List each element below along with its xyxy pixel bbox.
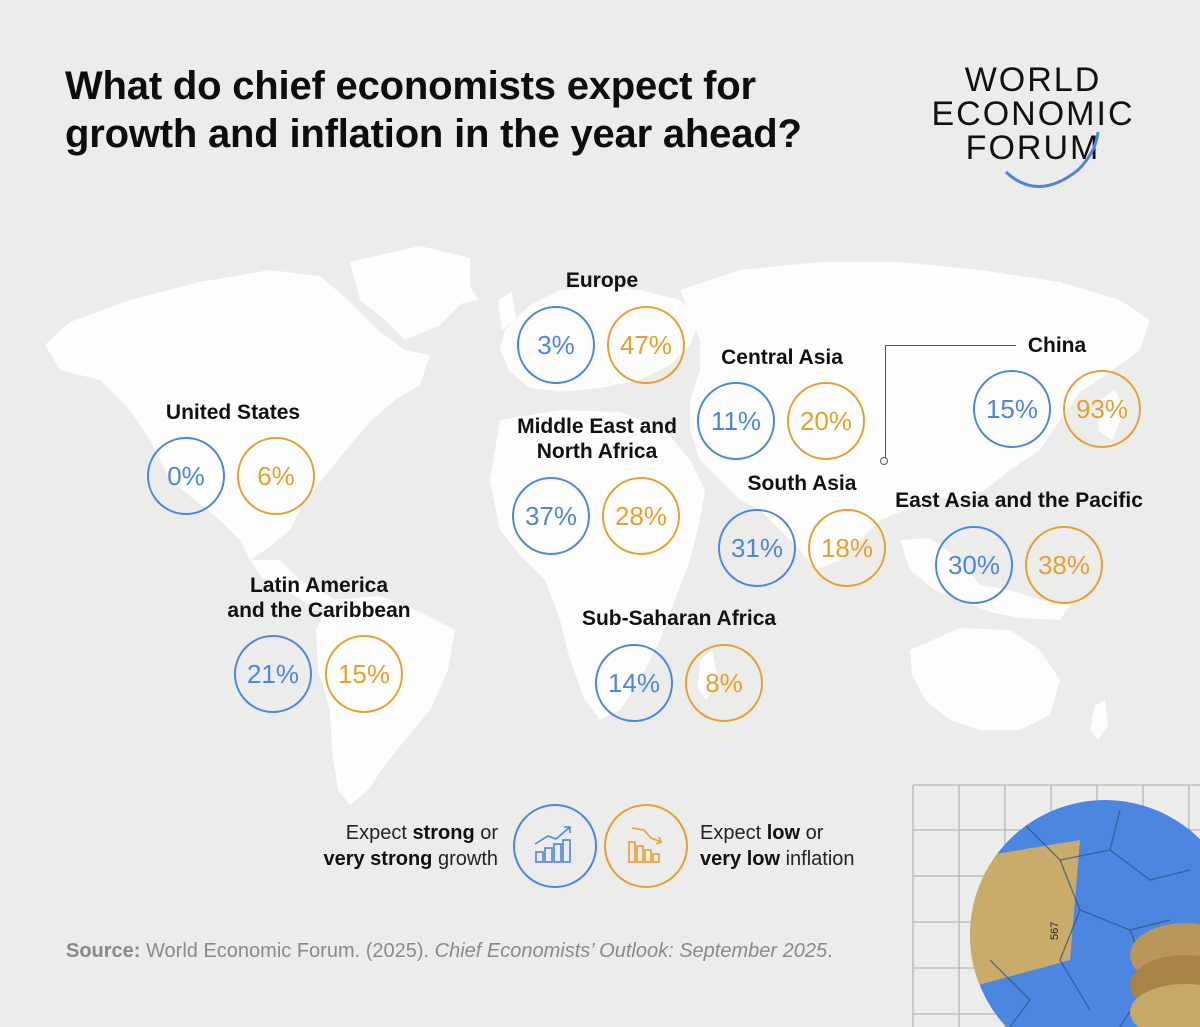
image-number-text: 567 bbox=[1049, 922, 1061, 940]
legend-inflation-post: inflation bbox=[780, 848, 855, 870]
region-label-east-asia-pacific: East Asia and the Pacific bbox=[895, 488, 1143, 513]
label-line: Middle East and bbox=[517, 415, 677, 438]
inflation-circle-united-states: 6% bbox=[237, 437, 315, 515]
growth-circle-south-asia: 31% bbox=[718, 509, 796, 587]
china-pointer-line bbox=[885, 345, 1016, 461]
logo-line-1: WORLD bbox=[964, 61, 1102, 99]
growth-circle-central-asia: 11% bbox=[697, 382, 775, 460]
label-line: Latin America bbox=[249, 574, 389, 597]
legend-growth-mid: or bbox=[474, 822, 498, 844]
source-end: . bbox=[827, 940, 833, 962]
region-label-mena: Middle East and North Africa bbox=[517, 414, 677, 464]
legend-inflation-bold1: low bbox=[766, 822, 801, 844]
legend-inflation-text: Expect low or very low inflation bbox=[700, 820, 900, 872]
growth-circle-east-asia-pacific: 30% bbox=[935, 526, 1013, 604]
legend-growth-text: Expect strong or very strong growth bbox=[310, 820, 498, 872]
source-title: Chief Economists’ Outlook: September 202… bbox=[434, 940, 828, 962]
inflation-circle-south-asia: 18% bbox=[808, 509, 886, 587]
growth-circle-sub-saharan-africa: 14% bbox=[595, 644, 673, 722]
legend-growth-post: growth bbox=[432, 848, 498, 870]
legend-inflation-circle bbox=[604, 804, 688, 888]
inflation-circle-china: 93% bbox=[1063, 370, 1141, 448]
label-line: South Asia bbox=[747, 472, 857, 495]
label-line: and the Caribbean bbox=[227, 599, 411, 622]
inflation-circle-east-asia-pacific: 38% bbox=[1025, 526, 1103, 604]
label-line: Europe bbox=[565, 269, 639, 292]
legend-growth-bold1: strong bbox=[412, 822, 475, 844]
growth-circle-europe: 3% bbox=[517, 306, 595, 384]
title-line-1: What do chief economists expect for bbox=[65, 64, 756, 108]
source-label: Source: bbox=[66, 940, 141, 962]
page-title: What do chief economists expect for grow… bbox=[65, 62, 885, 158]
title-line-2: growth and inflation in the year ahead? bbox=[65, 112, 802, 156]
source-citation: Source: World Economic Forum. (2025). Ch… bbox=[66, 940, 833, 963]
label-line: East Asia and the Pacific bbox=[895, 489, 1143, 512]
legend-growth-bold2: very strong bbox=[323, 848, 433, 870]
inflation-circle-sub-saharan-africa: 8% bbox=[685, 644, 763, 722]
legend-growth-circle bbox=[513, 804, 597, 888]
inflation-circle-europe: 47% bbox=[607, 306, 685, 384]
inflation-circle-mena: 28% bbox=[602, 477, 680, 555]
rising-bar-chart-icon bbox=[534, 826, 571, 863]
inflation-circle-central-asia: 20% bbox=[787, 382, 865, 460]
region-label-sub-saharan-africa: Sub-Saharan Africa bbox=[582, 606, 776, 631]
label-line: China bbox=[1027, 334, 1087, 357]
label-line: Sub-Saharan Africa bbox=[581, 607, 777, 630]
region-label-latin-america: Latin America and the Caribbean bbox=[227, 573, 410, 623]
world-economic-forum-logo: WORLD ECONOMIC FORUM bbox=[918, 62, 1148, 192]
region-label-central-asia: Central Asia bbox=[721, 345, 843, 370]
source-text: World Economic Forum. (2025). bbox=[140, 940, 435, 962]
growth-circle-china: 15% bbox=[973, 370, 1051, 448]
logo-arc-icon bbox=[1004, 131, 1100, 188]
legend-inflation-bold2: very low bbox=[700, 848, 781, 870]
label-line: United States bbox=[165, 401, 301, 424]
label-line: Central Asia bbox=[721, 346, 843, 369]
region-label-south-asia: South Asia bbox=[748, 471, 857, 496]
legend-inflation-mid: or bbox=[800, 822, 824, 844]
china-pointer-dot bbox=[880, 457, 888, 465]
label-line: North Africa bbox=[536, 440, 658, 463]
region-label-china: China bbox=[1028, 333, 1086, 358]
legend-inflation-pre: Expect bbox=[700, 822, 767, 844]
logo-line-3: FORUM bbox=[965, 129, 1101, 167]
region-label-europe: Europe bbox=[566, 268, 638, 293]
region-label-united-states: United States bbox=[166, 400, 300, 425]
logo-line-2: ECONOMIC bbox=[931, 95, 1135, 133]
legend-growth-pre: Expect bbox=[345, 822, 413, 844]
growth-circle-mena: 37% bbox=[512, 477, 590, 555]
growth-circle-united-states: 0% bbox=[147, 437, 225, 515]
growth-circle-latin-america: 21% bbox=[234, 635, 312, 713]
inflation-circle-latin-america: 15% bbox=[325, 635, 403, 713]
falling-bar-chart-icon bbox=[628, 827, 663, 863]
